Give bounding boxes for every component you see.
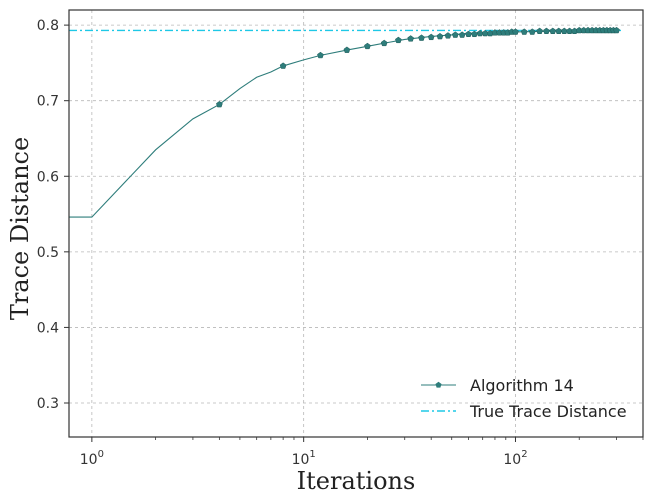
- algorithm-14-line: [69, 29, 617, 218]
- algorithm-14-point: [279, 62, 287, 69]
- algorithm-14-point: [407, 35, 415, 42]
- algorithm-14-point: [317, 51, 324, 59]
- algorithm-14-point: [380, 39, 388, 47]
- y-tick-label: 0.7: [37, 94, 59, 110]
- x-axis-title: Iterations: [297, 467, 416, 491]
- algorithm-14-point: [418, 34, 425, 41]
- algorithm-14-point: [471, 30, 478, 38]
- algorithm-14-point: [476, 29, 484, 37]
- algorithm-14-point: [520, 28, 528, 35]
- axis-ticks: 100 101 102 0.3 0.4 0.5 0.6 0.7 0.8: [37, 18, 644, 468]
- y-tick-label: 0.6: [37, 169, 59, 185]
- algorithm-14-point: [613, 26, 620, 34]
- algorithm-14-point: [549, 27, 557, 34]
- y-tick-label: 0.8: [37, 18, 59, 34]
- algorithm-14-point: [512, 28, 519, 35]
- algorithm-14-point: [528, 28, 536, 35]
- legend-entry-algorithm: Algorithm 14: [421, 376, 574, 395]
- y-tick-label: 0.3: [37, 396, 59, 412]
- legend-entry-true-trace: True Trace Distance: [421, 402, 627, 421]
- legend-true-trace-label: True Trace Distance: [469, 402, 627, 421]
- x-tick-label: 100: [80, 449, 104, 468]
- legend-algorithm-marker: [435, 381, 442, 388]
- algorithm-14-point: [436, 32, 444, 40]
- algorithm-14-point: [458, 31, 466, 38]
- algorithm-14-point: [427, 33, 435, 41]
- grid-lines: [69, 10, 643, 437]
- algorithm-14-point: [216, 100, 223, 108]
- legend-algorithm-label: Algorithm 14: [470, 376, 574, 395]
- algorithm-14-point: [395, 36, 402, 44]
- algorithm-14-point: [560, 27, 568, 34]
- algorithm-14-point: [444, 32, 452, 39]
- y-tick-label: 0.5: [37, 245, 59, 261]
- y-tick-label: 0.4: [37, 320, 59, 336]
- algorithm-14-point: [543, 27, 550, 34]
- algorithm-14-point: [343, 46, 351, 53]
- algorithm-14-point: [555, 27, 563, 34]
- x-tick-label: 101: [292, 449, 316, 468]
- algorithm-14-point: [364, 42, 371, 50]
- algorithm-14-point: [536, 27, 543, 34]
- plot-area: [69, 26, 623, 218]
- x-tick-label: 102: [503, 449, 527, 468]
- legend: Algorithm 14 True Trace Distance: [421, 376, 627, 421]
- axes-frame: [68, 9, 644, 438]
- algorithm-14-point: [465, 30, 472, 38]
- algorithm-14-point: [451, 31, 459, 38]
- y-axis-title: Trace Distance: [6, 137, 34, 320]
